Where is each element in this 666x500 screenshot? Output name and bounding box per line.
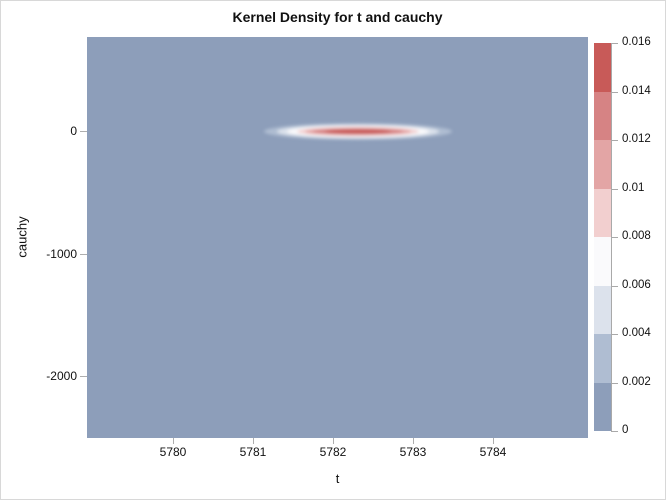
x-tick-mark [253,438,254,444]
chart-title: Kernel Density for t and cauchy [232,9,443,25]
legend-axis-line [611,43,612,432]
legend-tick-label: 0.014 [622,84,651,97]
legend-tick-label: 0.006 [622,278,651,291]
legend-color-band [594,382,611,431]
y-tick-mark [80,253,87,255]
legend-color-band [594,237,611,286]
legend-color-band [594,188,611,237]
legend-tick-label: 0.016 [622,36,651,48]
legend-tick-mark [612,334,618,335]
y-tick-mark [80,131,87,132]
x-tick-label: 5780 [159,445,187,459]
legend-color-band [594,140,611,189]
y-tick-label: -2000 [46,369,77,383]
legend-tick-mark [612,431,618,432]
legend-color-band [594,334,611,383]
x-tick-label: 5782 [319,445,347,459]
legend-tick-mark [612,382,618,384]
x-axis-label: t [335,471,340,486]
x-tick-mark [173,438,174,444]
y-tick-mark [80,376,87,377]
x-tick-label: 5783 [399,445,427,459]
legend-tick-mark [612,91,618,93]
y-tick-label: 0 [70,124,77,138]
legend-tick-mark [612,237,618,238]
legend-tick-label: 0 [622,424,629,436]
x-tick-label: 5784 [479,445,507,459]
legend-tick-mark [612,285,618,287]
legend-tick-label: 0.002 [622,375,651,388]
heatmap-plot-area [87,37,588,438]
legend-tick-label: 0.004 [622,327,651,339]
legend-color-band [594,285,611,334]
legend-tick-label: 0.01 [622,181,645,194]
y-tick-label: -1000 [46,246,77,261]
x-tick-label: 5781 [239,445,267,459]
legend-tick-label: 0.012 [622,133,651,145]
density-hotspot [264,123,452,140]
legend-tick-mark [612,188,618,190]
legend-tick-mark [612,43,618,44]
x-tick-mark [413,438,414,444]
x-tick-mark [333,438,334,444]
legend-color-band [594,91,611,140]
x-tick-mark [493,438,494,444]
y-axis-label: cauchy [14,216,30,258]
legend-color-band [594,43,611,92]
legend-tick-mark [612,140,618,141]
color-ramp-legend [594,43,611,431]
legend-tick-label: 0.008 [622,230,651,242]
